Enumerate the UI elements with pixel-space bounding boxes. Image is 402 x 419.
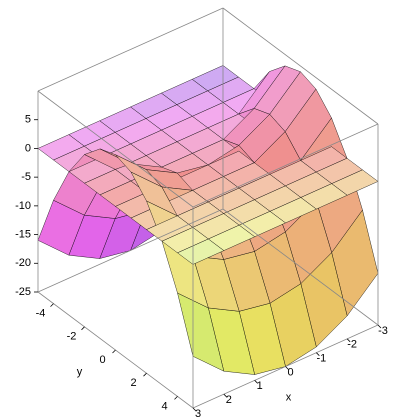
box-edge [222,7,379,125]
z-tick-label: 0 [25,142,31,154]
y-axis-label: y [77,366,83,378]
surface [37,65,379,375]
x-axis-label: x [286,391,292,403]
box-edge [37,208,224,293]
x-tick-label: -3 [378,325,388,337]
x-tick [223,393,228,398]
y-tick [112,349,116,354]
y-tick [81,326,85,331]
box-edge [192,123,379,208]
box-edge [37,7,224,92]
z-tick-label: 5 [25,114,31,126]
y-tick [50,303,54,307]
x-tick-label: 3 [195,408,201,419]
x-tick-label: -1 [316,353,326,365]
x-tick [192,407,197,412]
z-tick-label: -25 [15,286,31,298]
box-edge [222,208,379,326]
box-edge [37,90,194,208]
y-tick-label: 0 [99,354,105,366]
x-tick-label: 2 [226,394,232,406]
y-tick-label: 4 [161,400,167,412]
x-tick-label: -2 [347,339,357,351]
z-tick-label: -10 [15,200,31,212]
y-tick [143,372,147,377]
surface-face [130,171,178,217]
y-tick-label: -2 [67,331,77,343]
x-tick [316,352,320,356]
y-tick [174,396,178,400]
z-tick-label: -5 [21,171,31,183]
z-tick-label: -15 [15,228,31,240]
x-tick-label: 1 [257,380,263,392]
x-tick-label: 0 [287,366,293,378]
x-tick [254,380,258,384]
y-tick-label: -4 [36,308,46,320]
x-tick [346,338,351,343]
y-tick-label: 2 [130,377,136,389]
x-tick [377,324,382,329]
x-tick [285,366,289,370]
z-tick-label: -20 [15,257,31,269]
